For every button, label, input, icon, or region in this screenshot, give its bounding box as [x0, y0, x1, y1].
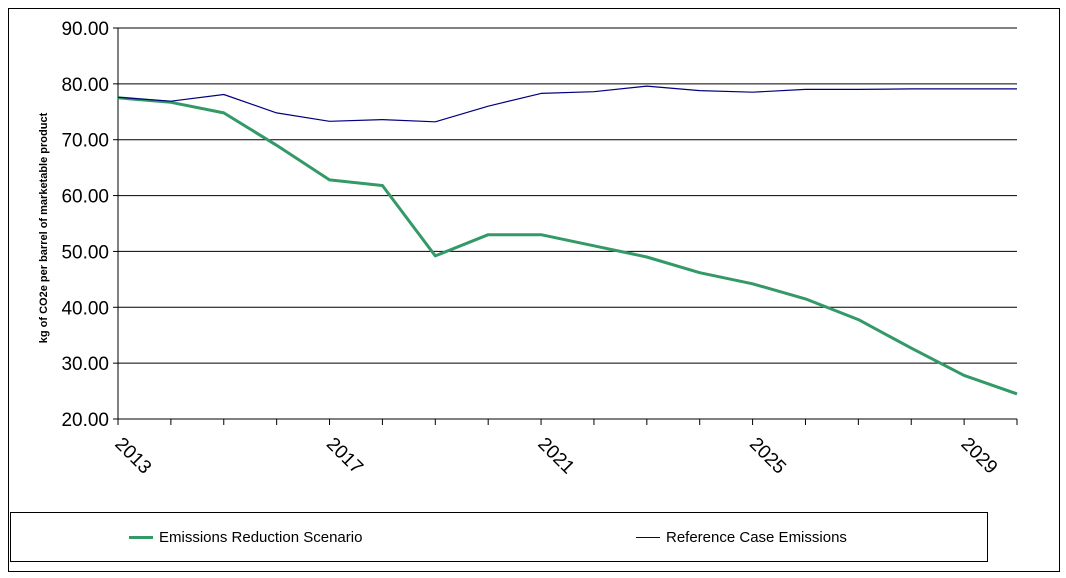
x-tick-label: 2013 [110, 434, 155, 479]
x-tick-label: 2029 [957, 434, 1002, 479]
legend-swatch-reference-case [636, 537, 660, 538]
y-axis-title: kg of CO2e per barrel of marketable prod… [38, 112, 50, 343]
y-tick-label: 50.00 [61, 242, 109, 263]
y-axis-ticks: 20.00 30.00 40.00 50.00 60.00 70.00 80.00 90.00 [61, 19, 118, 431]
line-chart: 20.00 30.00 40.00 50.00 60.00 70.00 80.00 90.00… [38, 19, 1018, 479]
x-tick-label: 2021 [534, 434, 579, 479]
legend-item-emissions-reduction: Emissions Reduction Scenario [129, 529, 362, 546]
legend-label-emissions-reduction: Emissions Reduction Scenario [159, 529, 363, 546]
legend: Emissions Reduction Scenario Reference C… [10, 512, 988, 562]
y-tick-label: 40.00 [61, 298, 109, 319]
y-tick-label: 60.00 [61, 187, 109, 208]
x-tick-label: 2017 [322, 434, 367, 479]
axes [117, 28, 1017, 420]
y-tick-label: 20.00 [61, 410, 109, 431]
y-tick-label: 80.00 [61, 75, 109, 96]
chart-frame [8, 8, 1060, 572]
x-axis-ticks: 2013 2017 2021 2025 2029 [110, 419, 1018, 479]
legend-label-reference-case: Reference Case Emissions [666, 529, 847, 546]
series-lines [117, 85, 1018, 396]
legend-swatch-emissions-reduction [129, 536, 153, 539]
y-tick-label: 70.00 [61, 131, 109, 152]
y-tick-label: 30.00 [61, 354, 109, 375]
series-line-emissions-reduction [117, 96, 1018, 396]
x-tick-label: 2025 [745, 434, 790, 479]
y-tick-label: 90.00 [61, 19, 109, 40]
series-line-reference-case [117, 85, 1017, 123]
grid-lines [118, 27, 1017, 420]
legend-item-reference-case: Reference Case Emissions [636, 529, 847, 546]
